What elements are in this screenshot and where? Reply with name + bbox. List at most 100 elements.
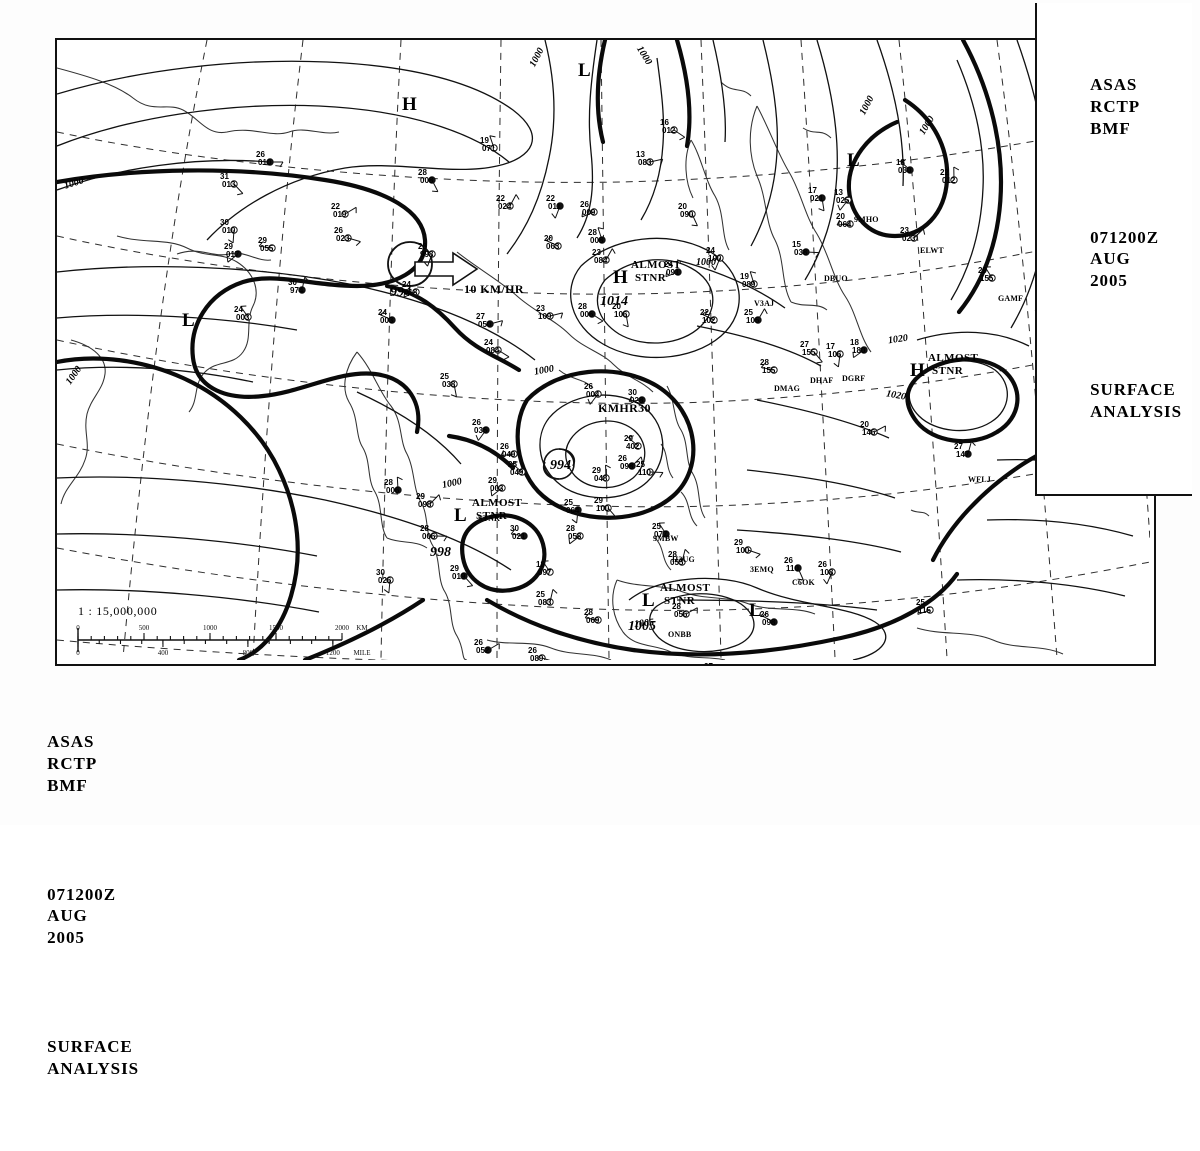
wind-barb — [665, 270, 679, 278]
station-plot: 19 089 — [740, 273, 755, 289]
station-plot: 26 010 — [256, 151, 271, 167]
wind-barb — [344, 206, 357, 215]
station-plot: 28 008 — [418, 169, 433, 185]
wind-barb — [681, 549, 690, 563]
system-motion-note-stnr-7: STNR — [476, 510, 508, 522]
station-plot: 25 049 — [508, 461, 523, 477]
station-plot: 25 038 — [440, 373, 455, 389]
station-plot: 29 098 — [416, 493, 431, 509]
ship-callsign-wflj-13: WFLJ — [968, 475, 991, 484]
station-temperature: 29 — [734, 538, 743, 547]
station-plot: 29 402 — [624, 435, 639, 451]
header-office-code: BMF — [1090, 118, 1131, 138]
station-plot: 28 006 — [384, 479, 399, 495]
station-pressure: 025 — [836, 196, 850, 205]
station-temperature: 29 — [624, 434, 633, 443]
station-plot: 19 071 — [480, 137, 495, 153]
isobars-bold — [57, 40, 1150, 660]
pressure-system-l-3: L — [847, 150, 860, 171]
station-temperature: 15 — [792, 240, 801, 249]
header-month: AUG — [1090, 249, 1131, 269]
station-pressure: 004 — [586, 390, 600, 399]
footer-product-code: ASAS — [47, 732, 95, 752]
station-pressure: 028 — [630, 396, 644, 405]
station-pressure: 063 — [546, 242, 560, 251]
station-plot: 30 010 — [220, 219, 235, 235]
wind-barb — [500, 450, 515, 457]
scale-km-tick-2000: 2000 — [335, 624, 350, 632]
wind-barb — [873, 425, 886, 433]
station-plot: 26 040 — [500, 443, 515, 459]
station-plot: 18 030 — [896, 159, 911, 175]
wind-barb — [487, 643, 500, 651]
station-plot: 24 091 — [664, 261, 679, 277]
station-temperature: 26 — [256, 150, 265, 159]
station-plot: 24 100 — [706, 247, 721, 263]
station-pressure: 010 — [258, 158, 272, 167]
station-plot: 27 155 — [800, 341, 815, 357]
pressure-system-h-6: H — [910, 360, 925, 381]
wind-barb — [489, 135, 496, 149]
station-plot: 25 064 — [564, 499, 579, 515]
station-pressure: 110 — [638, 468, 651, 477]
wind-barb — [913, 228, 926, 239]
wind-barb — [900, 159, 911, 171]
station-temperature: 25 — [536, 590, 545, 599]
system-motion-note-stnr-5: STNR — [635, 272, 667, 284]
station-temperature: 28 — [420, 524, 429, 533]
map-graphics — [57, 40, 1150, 660]
wind-barb — [749, 271, 757, 285]
station-temperature: 20 — [678, 202, 687, 211]
station-pressure: 084 — [594, 256, 608, 265]
wind-barb — [984, 266, 993, 279]
station-plot: 24 084 — [484, 339, 499, 355]
station-pressure: 018 — [404, 288, 418, 297]
station-pressure: 064 — [566, 506, 580, 515]
wind-barb — [649, 471, 664, 478]
wind-barb — [605, 464, 611, 479]
station-plot: 29 155 — [978, 267, 993, 283]
station-temperature: 28 — [672, 602, 681, 611]
station-pressure: 008 — [420, 176, 434, 185]
station-pressure: 100 — [708, 254, 722, 263]
station-temperature: 29 — [488, 476, 497, 485]
wind-barb — [233, 183, 244, 196]
station-temperature: 29 — [224, 242, 233, 251]
station-temperature: 26 — [584, 382, 593, 391]
wind-barb — [836, 219, 851, 226]
pressure-system-h-5: H — [613, 267, 628, 288]
station-temperature: 24 — [706, 246, 715, 255]
header-analysis-word: ANALYSIS — [1090, 401, 1182, 421]
ship-callsign-dgrf-2: DGRF — [842, 374, 866, 383]
system-motion-note-stnr-6: STNR — [932, 365, 964, 377]
wind-barb — [568, 535, 581, 545]
station-temperature: 26 — [618, 454, 627, 463]
wind-barb — [510, 529, 525, 537]
system-motion-note-6: ALMOST — [928, 352, 979, 364]
station-temperature: 28 — [418, 168, 427, 177]
wind-barb — [649, 158, 664, 165]
pressure-system-l-8: L — [642, 590, 655, 611]
station-pressure: 019 — [452, 572, 466, 581]
map-annotation-5: 1014 — [600, 294, 628, 309]
station-temperature: 26 — [760, 610, 769, 619]
station-temperature: 29 — [450, 564, 459, 573]
station-temperature: 26 — [818, 560, 827, 569]
station-pressure: 147 — [956, 450, 970, 459]
station-temperature: 18 — [536, 560, 545, 569]
header-line-2: 071200Z AUG 2005 — [1059, 205, 1182, 314]
station-temperature: 24 — [664, 260, 673, 269]
scale-km-tick-1000: 1000 — [203, 624, 218, 632]
map-annotation-3: 994 — [550, 458, 571, 473]
wind-barb — [549, 588, 558, 603]
wind-barb — [917, 608, 931, 615]
wind-barb — [607, 507, 617, 520]
wind-barb — [605, 248, 616, 261]
station-plot: 22 024 — [496, 195, 511, 211]
station-plot: 23 109 — [536, 305, 551, 321]
station-temperature: 25 — [508, 460, 517, 469]
station-temperature: 28 — [584, 608, 593, 617]
wind-barb — [587, 393, 599, 405]
station-plot: 16 012 — [660, 119, 675, 135]
station-plot: 26 052 — [474, 639, 489, 655]
